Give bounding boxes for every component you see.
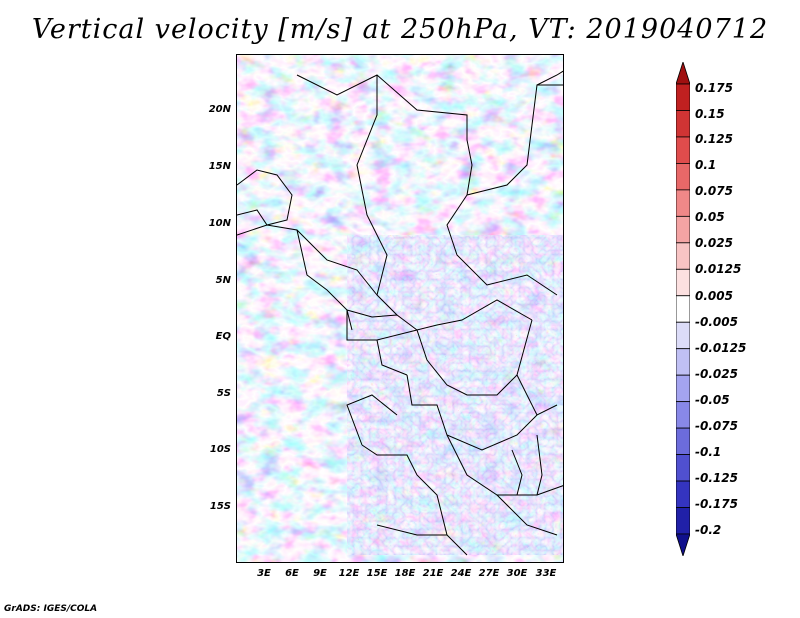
lon-tick-label: 27E xyxy=(478,568,500,579)
colorbar-bottom-arrow xyxy=(676,533,690,556)
colorbar-label: 0.175 xyxy=(695,81,733,95)
colorbar-top-arrow xyxy=(676,62,690,85)
colorbar-label: 0.075 xyxy=(695,184,733,198)
colorbar-label: 0.1 xyxy=(695,158,717,172)
colorbar-swatch xyxy=(676,295,690,323)
colorbar-swatch xyxy=(676,480,690,508)
colorbar-label: -0.005 xyxy=(695,315,738,329)
lat-tick-label: 15N xyxy=(208,161,231,172)
colorbar-swatch xyxy=(676,321,690,350)
lon-tick-label: 21E xyxy=(422,568,444,579)
lat-tick-label: 10S xyxy=(209,444,231,455)
colorbar-label: -0.125 xyxy=(695,471,738,485)
colorbar-swatch xyxy=(676,189,690,217)
colorbar-swatch xyxy=(676,507,690,535)
colorbar-swatch xyxy=(676,83,690,111)
colorbar-swatch xyxy=(676,268,690,297)
colorbar-label: 0.005 xyxy=(695,289,733,303)
colorbar-label: -0.025 xyxy=(695,367,738,381)
lon-tick-label: 12E xyxy=(338,568,360,579)
colorbar-label: 0.05 xyxy=(695,210,725,224)
lon-tick-label: 6E xyxy=(285,568,299,579)
colorbar-label: 0.15 xyxy=(695,107,725,121)
lon-tick-label: 18E xyxy=(394,568,416,579)
lon-tick-label: 24E xyxy=(450,568,472,579)
grads-credit: GrADS: IGES/COLA xyxy=(4,604,98,614)
colorbar-label: -0.0125 xyxy=(695,341,747,355)
colorbar-label: 0.025 xyxy=(695,236,733,250)
colorbar-label: 0.125 xyxy=(695,132,733,146)
map-title: Vertical velocity [m/s] at 250hPa, VT: 2… xyxy=(31,14,769,45)
lon-tick-label: 15E xyxy=(366,568,388,579)
colorbar-swatch xyxy=(676,454,690,482)
lat-tick-label: 20N xyxy=(208,104,231,115)
colorbar-swatch xyxy=(676,163,690,191)
lat-tick-label: 10N xyxy=(208,218,231,229)
colorbar-label: -0.05 xyxy=(695,393,730,407)
lat-tick-label: 5S xyxy=(216,388,231,399)
lon-tick-label: 33E xyxy=(535,568,557,579)
colorbar-label: -0.2 xyxy=(695,523,722,537)
lat-tick-label: EQ xyxy=(215,331,231,342)
colorbar-label: -0.175 xyxy=(695,497,738,511)
lat-tick-label: 5N xyxy=(215,275,231,286)
lon-tick-label: 30E xyxy=(506,568,528,579)
colorbar-swatch xyxy=(676,427,690,455)
colorbar-label: -0.075 xyxy=(695,419,738,433)
lon-tick-label: 9E xyxy=(313,568,327,579)
colorbar-label: -0.1 xyxy=(695,445,722,459)
map-panel xyxy=(236,54,564,563)
colorbar xyxy=(676,62,690,556)
colorbar-swatch xyxy=(676,110,690,138)
lat-tick-label: 15S xyxy=(209,501,231,512)
colorbar-swatch xyxy=(676,374,690,403)
velocity-field xyxy=(237,55,563,562)
lon-tick-label: 3E xyxy=(257,568,271,579)
colorbar-swatch xyxy=(676,242,690,270)
colorbar-swatch xyxy=(676,215,690,244)
colorbar-label: 0.0125 xyxy=(695,262,742,276)
colorbar-swatch xyxy=(676,348,690,376)
colorbar-swatch xyxy=(676,136,690,164)
country-borders xyxy=(237,70,563,556)
colorbar-swatch xyxy=(676,401,690,429)
